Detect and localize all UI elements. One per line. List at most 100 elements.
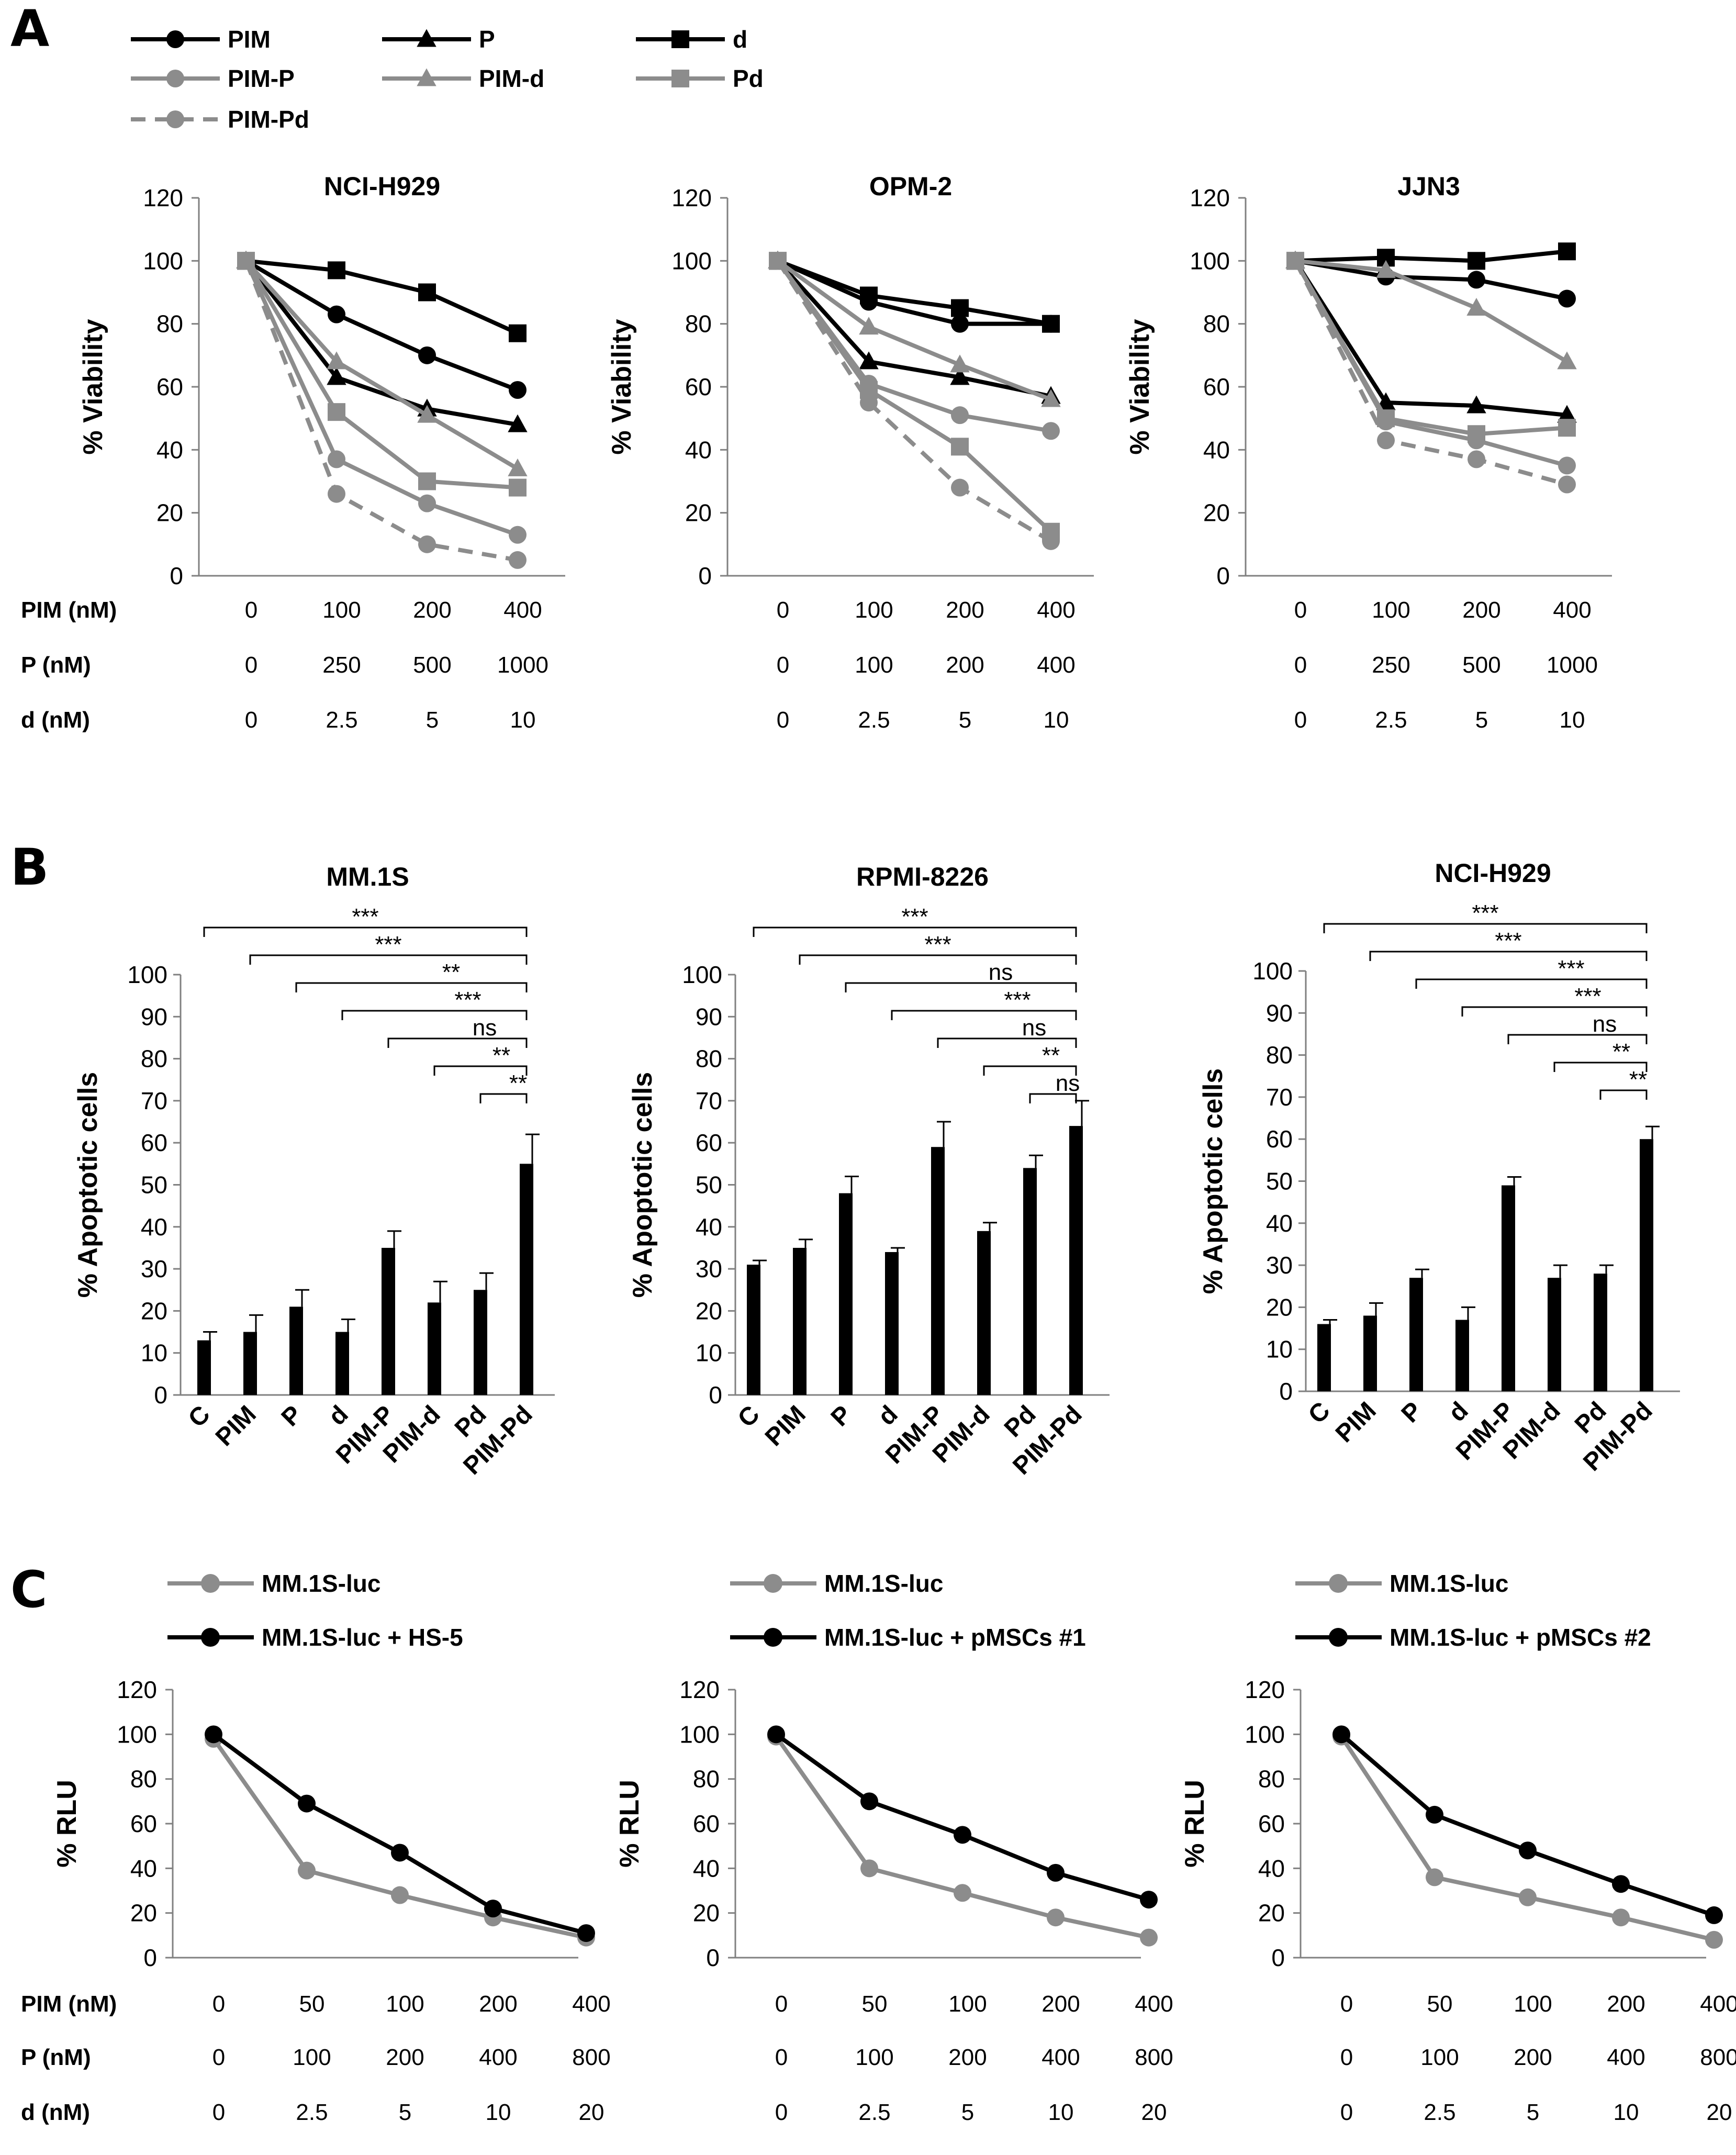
series-line-mm-1s-luc <box>211 1737 587 1940</box>
data-point <box>418 535 436 553</box>
data-point <box>1612 1875 1630 1893</box>
bar <box>197 1340 211 1395</box>
dose-row-label: PIM (nM) <box>21 1991 117 2017</box>
significance-label: *** <box>1004 987 1031 1013</box>
legend-marker <box>417 29 436 47</box>
dose-row-label: P (nM) <box>21 652 91 678</box>
significance-label: *** <box>1495 928 1521 954</box>
data-point <box>328 261 345 280</box>
y-tick-label: 80 <box>141 1045 167 1073</box>
dose-value: 10 <box>510 707 536 733</box>
significance-bracket <box>753 926 1077 937</box>
dose-value: 50 <box>299 1991 325 2017</box>
bar <box>1363 1315 1377 1391</box>
dose-value: 5 <box>961 2100 974 2125</box>
y-tick-label: 40 <box>693 1855 720 1882</box>
data-point <box>1558 456 1576 475</box>
data-point <box>859 351 879 370</box>
data-point <box>1519 1841 1537 1860</box>
data-point <box>298 1861 316 1880</box>
dose-value: 0 <box>212 2100 225 2125</box>
y-tick-label: 60 <box>141 1129 167 1156</box>
dose-value: 100 <box>1372 597 1410 623</box>
legend-label: MM.1S-luc + HS-5 <box>262 1624 463 1651</box>
series-line-pim-p <box>244 260 519 537</box>
x-category-label: PIM <box>1330 1397 1382 1448</box>
dose-value: 100 <box>1420 2045 1459 2070</box>
data-point <box>509 324 527 342</box>
dose-value: 100 <box>948 1991 987 2017</box>
y-tick-label: 120 <box>679 1676 720 1703</box>
dose-value: 2.5 <box>858 2100 890 2125</box>
chart-title: JJN3 <box>1397 172 1460 201</box>
y-tick-label: 120 <box>1190 184 1230 211</box>
data-point <box>1468 425 1485 443</box>
bar <box>243 1332 257 1395</box>
data-point <box>1332 1725 1350 1744</box>
dose-value: 250 <box>1372 652 1410 678</box>
data-point <box>860 1792 878 1811</box>
dose-value: 2.5 <box>1424 2100 1455 2125</box>
y-tick-label: 10 <box>141 1339 167 1367</box>
bar <box>1502 1185 1515 1391</box>
y-tick-label: 80 <box>130 1766 157 1793</box>
dose-value: 200 <box>479 1991 517 2017</box>
dose-value: 0 <box>775 2045 788 2070</box>
x-category-label: P <box>826 1400 857 1432</box>
significance-bracket <box>937 1037 1077 1048</box>
bar <box>289 1307 303 1395</box>
significance-label: ** <box>442 959 460 985</box>
data-point <box>508 458 528 476</box>
dose-value: 0 <box>777 707 789 733</box>
chart-title: OPM-2 <box>869 172 952 201</box>
data-point <box>328 485 345 503</box>
data-point <box>1558 475 1576 494</box>
data-point <box>391 1844 409 1862</box>
data-point <box>1558 289 1576 308</box>
y-tick-label: 80 <box>1203 310 1230 338</box>
y-tick-label: 100 <box>679 1721 720 1748</box>
data-point <box>328 403 345 421</box>
y-axis-label: % Viability <box>78 319 108 454</box>
series-line-pim-pd <box>776 260 1052 543</box>
data-point <box>328 450 345 468</box>
bar <box>520 1164 533 1395</box>
y-tick-label: 20 <box>696 1297 722 1324</box>
y-tick-label: 20 <box>141 1297 167 1324</box>
significance-bracket <box>845 982 1077 992</box>
significance-bracket <box>1029 1093 1077 1103</box>
dose-value: 200 <box>1514 2045 1552 2070</box>
x-category-label: d <box>873 1400 903 1431</box>
dose-value: 100 <box>855 597 893 623</box>
data-point <box>509 526 527 544</box>
series-line-p <box>1293 260 1567 418</box>
chart-title: MM.1S <box>326 862 409 891</box>
significance-bracket <box>1507 1034 1648 1044</box>
legend-marker <box>671 70 689 87</box>
series-line-d <box>245 259 519 336</box>
y-tick-label: 0 <box>1216 562 1230 589</box>
significance-label: ** <box>1612 1039 1630 1065</box>
series-line-d <box>1295 249 1567 263</box>
y-tick-label: 40 <box>141 1213 167 1241</box>
series-line-pim <box>1295 259 1567 301</box>
chart-b2: 0 10 20 30 40 50 60 70 80 90 100 % Apoptotic cells R… <box>628 862 1110 1480</box>
significance-bracket <box>1599 1089 1648 1100</box>
data-point <box>1042 315 1060 333</box>
y-tick-label: 60 <box>1203 373 1230 400</box>
data-point <box>237 252 255 270</box>
significance-label: ** <box>492 1043 510 1068</box>
data-point <box>1468 271 1485 289</box>
y-axis-label: % RLU <box>52 1780 82 1868</box>
bar <box>1023 1168 1037 1395</box>
y-tick-label: 120 <box>1245 1676 1285 1703</box>
x-category-label: d <box>1443 1397 1474 1427</box>
chart-b1: 0 10 20 30 40 50 60 70 80 90 100 % Apoptotic cells M… <box>73 862 555 1480</box>
data-point <box>577 1924 595 1942</box>
data-point <box>1466 395 1486 414</box>
y-tick-label: 0 <box>698 562 712 589</box>
x-category-label: C <box>183 1400 216 1433</box>
data-point <box>418 494 436 512</box>
bar <box>793 1247 807 1395</box>
